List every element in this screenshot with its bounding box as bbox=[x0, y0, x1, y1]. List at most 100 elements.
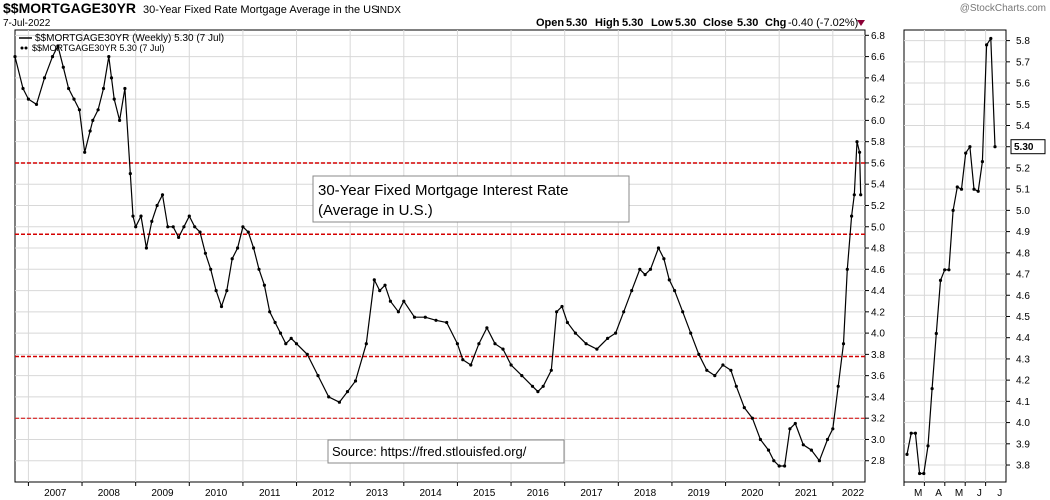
data-point bbox=[209, 267, 213, 271]
annotation-box bbox=[312, 175, 630, 223]
y-tick-label: 3.4 bbox=[871, 392, 885, 403]
inset-data-point bbox=[918, 471, 922, 476]
data-point bbox=[131, 214, 135, 218]
chart-description: 30-Year Fixed Rate Mortgage Average in t… bbox=[143, 4, 378, 16]
inset-y-tick-label: 5.6 bbox=[1016, 79, 1030, 90]
data-point bbox=[193, 225, 197, 229]
inset-data-point bbox=[943, 268, 947, 272]
data-point bbox=[134, 225, 138, 229]
data-point bbox=[772, 459, 776, 463]
data-point bbox=[509, 363, 513, 367]
x-tick-label: 2007 bbox=[44, 488, 67, 499]
data-point bbox=[766, 448, 771, 452]
inset-data-point bbox=[905, 452, 909, 456]
legend-dot-swatch bbox=[20, 46, 24, 50]
data-point bbox=[236, 246, 240, 250]
data-point bbox=[750, 416, 755, 420]
data-point bbox=[689, 331, 693, 335]
data-point bbox=[72, 97, 76, 101]
inset-y-tick-label: 4.8 bbox=[1016, 248, 1030, 259]
inset-data-point bbox=[938, 278, 943, 282]
y-tick-label: 5.4 bbox=[871, 180, 885, 191]
data-point bbox=[809, 448, 814, 452]
data-point bbox=[50, 55, 55, 59]
data-point bbox=[305, 352, 309, 356]
close-label: Close bbox=[703, 17, 733, 29]
y-tick-label: 6.4 bbox=[871, 73, 885, 84]
data-point bbox=[107, 55, 111, 59]
data-point bbox=[461, 358, 465, 362]
data-point bbox=[337, 400, 341, 404]
series-points-daily bbox=[905, 36, 997, 476]
inset-x-tick-label: J bbox=[977, 488, 982, 499]
y-tick-label: 6.8 bbox=[871, 31, 885, 42]
data-point bbox=[555, 310, 559, 314]
series-points-weekly bbox=[13, 44, 863, 468]
y-tick-label: 6.6 bbox=[871, 52, 885, 63]
data-point bbox=[123, 86, 127, 91]
x-tick-label: 2010 bbox=[205, 488, 228, 499]
inset-data-point bbox=[989, 36, 993, 41]
inset-data-point bbox=[959, 187, 964, 191]
data-point bbox=[34, 102, 39, 106]
legend-entry-weekly: $$MORTGAGE30YR (Weekly) 5.30 (7 Jul) bbox=[35, 33, 224, 44]
data-point bbox=[61, 65, 65, 69]
data-point bbox=[485, 326, 489, 330]
inset-x-tick-label: A bbox=[935, 488, 942, 499]
x-tick-label: 2012 bbox=[312, 488, 335, 499]
y-tick-label: 6.2 bbox=[871, 95, 885, 106]
data-point bbox=[372, 278, 376, 282]
data-point bbox=[841, 342, 846, 346]
data-point bbox=[273, 320, 277, 325]
low-value: 5.30 bbox=[675, 17, 696, 29]
inset-y-tick-label: 4.1 bbox=[1016, 397, 1030, 408]
data-point bbox=[536, 390, 540, 394]
y-tick-label: 4.4 bbox=[871, 286, 885, 297]
data-point bbox=[541, 384, 545, 388]
chart-date: 7-Jul-2022 bbox=[3, 18, 51, 29]
inset-y-tick-label: 5.2 bbox=[1016, 163, 1030, 174]
source-text: Source: https://fred.stlouisfed.org/ bbox=[332, 444, 527, 459]
data-point bbox=[713, 374, 717, 378]
data-point bbox=[139, 214, 143, 218]
y-tick-label: 5.2 bbox=[871, 201, 885, 212]
inset-data-point bbox=[980, 160, 985, 164]
x-tick-label: 2022 bbox=[842, 488, 865, 499]
data-point bbox=[160, 193, 165, 197]
inset-y-tick-label: 4.9 bbox=[1016, 227, 1030, 238]
data-point bbox=[667, 278, 671, 282]
data-point bbox=[91, 118, 95, 122]
data-point bbox=[477, 342, 481, 346]
data-point bbox=[793, 421, 797, 426]
data-point bbox=[721, 363, 725, 367]
inset-data-point bbox=[985, 43, 989, 47]
main-x-axis: 2007 2008 2009 2010 2011 2012 2013 2014 2015 2016… bbox=[27, 482, 865, 499]
y-tick-label: 6.0 bbox=[871, 116, 885, 127]
data-point bbox=[595, 347, 599, 351]
annotation-line-1: 30-Year Fixed Mortgage Interest Rate bbox=[318, 182, 568, 199]
data-point bbox=[520, 374, 524, 378]
x-tick-label: 2021 bbox=[795, 488, 818, 499]
exchange-label: INDX bbox=[377, 5, 401, 16]
data-point bbox=[777, 464, 781, 468]
data-point bbox=[560, 304, 564, 309]
x-tick-label: 2008 bbox=[98, 488, 121, 499]
inset-data-point bbox=[976, 189, 980, 193]
data-point bbox=[817, 459, 822, 463]
data-point bbox=[345, 390, 350, 394]
data-point bbox=[662, 257, 666, 261]
inset-y-tick-label: 3.8 bbox=[1016, 461, 1030, 472]
data-point bbox=[396, 310, 400, 314]
data-point bbox=[423, 315, 427, 319]
data-point bbox=[697, 352, 701, 356]
x-tick-label: 2015 bbox=[473, 488, 496, 499]
x-tick-label: 2019 bbox=[688, 488, 711, 499]
inset-data-point bbox=[909, 431, 913, 435]
data-point bbox=[638, 267, 642, 271]
data-point bbox=[316, 374, 320, 378]
inset-data-point bbox=[964, 151, 968, 155]
reference-lines bbox=[15, 162, 865, 419]
y-tick-label: 4.6 bbox=[871, 265, 885, 276]
